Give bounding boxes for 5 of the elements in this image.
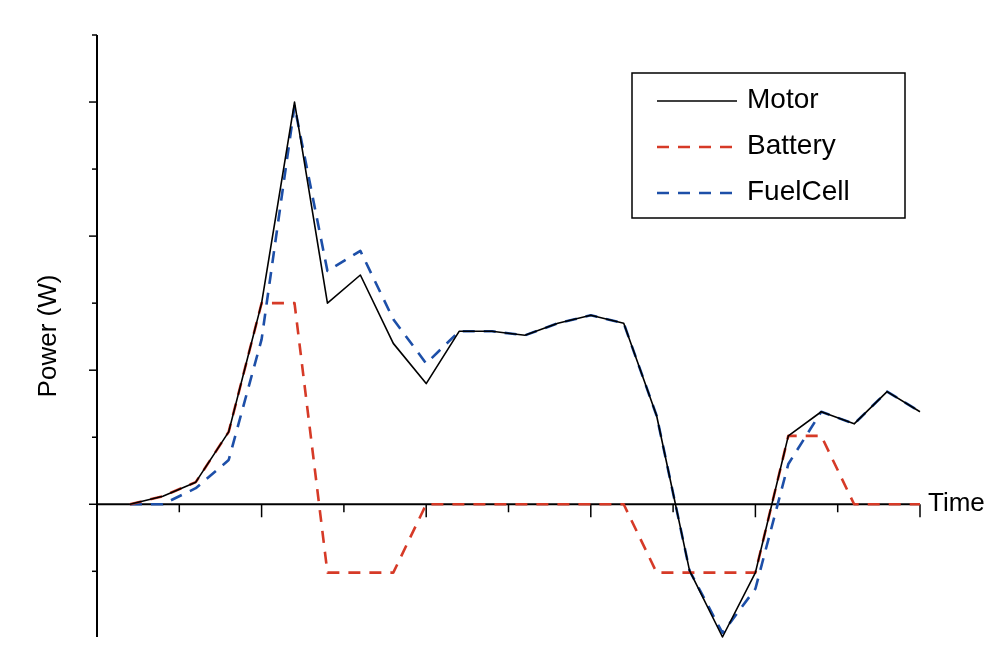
legend-label: Battery: [747, 129, 836, 161]
y-axis-title: Power (W): [32, 274, 62, 398]
legend-label: Motor: [747, 83, 819, 115]
legend-label: FuelCell: [747, 175, 850, 207]
x-axis-title: Time: [928, 487, 985, 518]
